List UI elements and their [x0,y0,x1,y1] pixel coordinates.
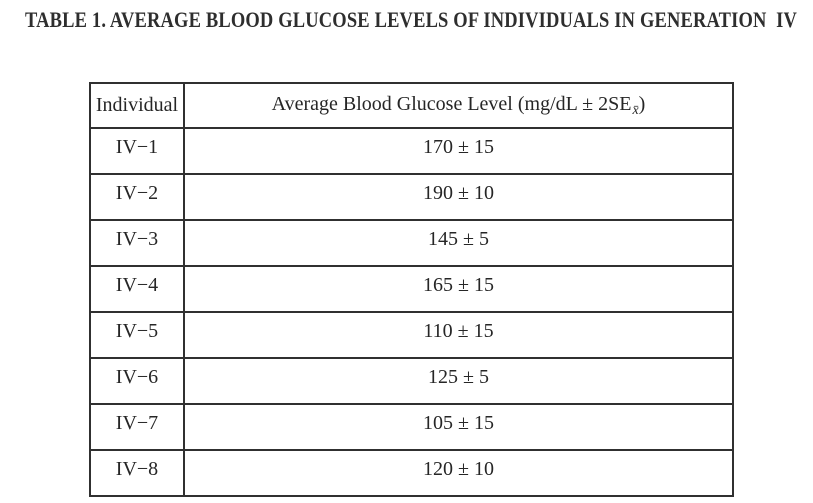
table-row: IV−5 110 ± 15 [89,311,734,359]
glucose-table: Individual Average Blood Glucose Level (… [89,82,734,497]
individual-cell: IV−2 [89,173,185,221]
table-row: IV−1 170 ± 15 [89,127,734,175]
individual-cell: IV−1 [89,127,185,175]
individual-cell: IV−3 [89,219,185,267]
value-cell: 190 ± 10 [183,173,734,221]
table-body: IV−1 170 ± 15 IV−2 190 ± 10 IV−3 145 ± 5… [89,127,734,497]
table-row: IV−7 105 ± 15 [89,403,734,451]
individual-cell: IV−5 [89,311,185,359]
table-title: TABLE 1. AVERAGE BLOOD GLUCOSE LEVELS OF… [25,7,798,32]
header-value-main: Average Blood Glucose Level (mg/dL ± 2SE [271,93,632,115]
header-value: Average Blood Glucose Level (mg/dL ± 2SE… [183,82,734,129]
header-row: Individual Average Blood Glucose Level (… [89,82,734,129]
value-cell: 120 ± 10 [183,449,734,497]
individual-cell: IV−8 [89,449,185,497]
individual-cell: IV−6 [89,357,185,405]
header-individual: Individual [89,82,185,129]
individual-cell: IV−4 [89,265,185,313]
value-cell: 165 ± 15 [183,265,734,313]
table-row: IV−8 120 ± 10 [89,449,734,497]
value-cell: 145 ± 5 [183,219,734,267]
header-value-close: ) [638,93,646,115]
table-row: IV−3 145 ± 5 [89,219,734,267]
value-cell: 105 ± 15 [183,403,734,451]
value-cell: 170 ± 15 [183,127,734,175]
value-cell: 125 ± 5 [183,357,734,405]
table-row: IV−2 190 ± 10 [89,173,734,221]
table-header: Individual Average Blood Glucose Level (… [89,82,734,129]
header-value-subscript: x̄ [632,103,639,118]
table-row: IV−4 165 ± 15 [89,265,734,313]
table-row: IV−6 125 ± 5 [89,357,734,405]
individual-cell: IV−7 [89,403,185,451]
value-cell: 110 ± 15 [183,311,734,359]
